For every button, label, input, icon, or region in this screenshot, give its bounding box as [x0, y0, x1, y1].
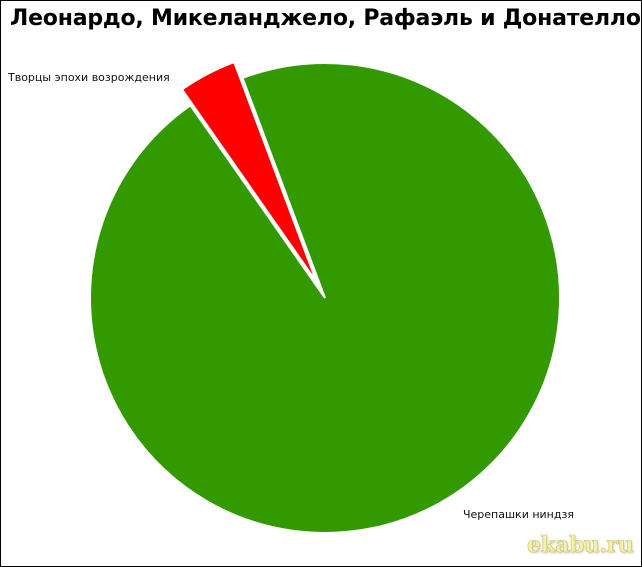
watermark-logo: ekabu.ru: [527, 532, 634, 559]
slice-label-turtles: Черепашки ниндзя: [463, 508, 574, 521]
pie-slice-turtles: [89, 62, 561, 534]
pie-slice-renaissance: [180, 60, 318, 283]
chart-title: Леонардо, Микеланджело, Рафаэль и Донате…: [10, 6, 641, 31]
slice-label-renaissance: Творцы эпохи возрождения: [7, 71, 170, 84]
